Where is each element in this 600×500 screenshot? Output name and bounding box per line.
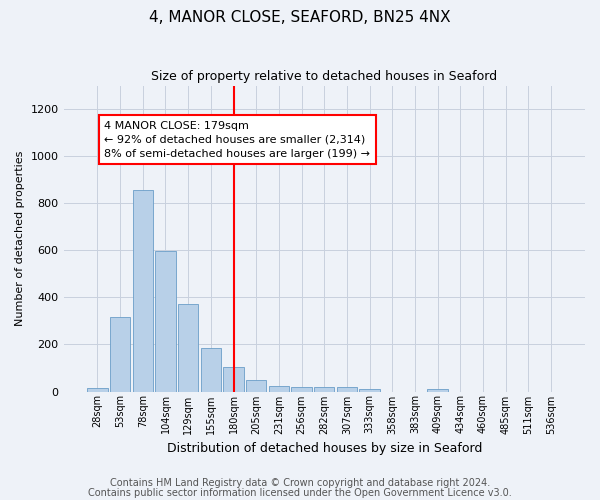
X-axis label: Distribution of detached houses by size in Seaford: Distribution of detached houses by size … (167, 442, 482, 455)
Text: Contains HM Land Registry data © Crown copyright and database right 2024.: Contains HM Land Registry data © Crown c… (110, 478, 490, 488)
Bar (178, 304, 199, 392)
Bar (292, 388, 312, 392)
Bar (133, 190, 153, 392)
Title: Size of property relative to detached houses in Seaford: Size of property relative to detached ho… (151, 70, 497, 83)
Bar (337, 387, 357, 392)
Text: Contains public sector information licensed under the Open Government Licence v3: Contains public sector information licen… (88, 488, 512, 498)
Bar (87, 388, 107, 392)
Bar (155, 251, 176, 392)
Y-axis label: Number of detached properties: Number of detached properties (15, 151, 25, 326)
Bar (314, 388, 334, 392)
Bar (246, 380, 266, 392)
Text: 4, MANOR CLOSE, SEAFORD, BN25 4NX: 4, MANOR CLOSE, SEAFORD, BN25 4NX (149, 10, 451, 25)
Bar (427, 388, 448, 392)
Bar (359, 389, 380, 392)
Bar (200, 348, 221, 392)
Bar (110, 316, 130, 392)
Bar (269, 386, 289, 392)
Text: 4 MANOR CLOSE: 179sqm
← 92% of detached houses are smaller (2,314)
8% of semi-de: 4 MANOR CLOSE: 179sqm ← 92% of detached … (104, 121, 370, 159)
Bar (223, 367, 244, 392)
